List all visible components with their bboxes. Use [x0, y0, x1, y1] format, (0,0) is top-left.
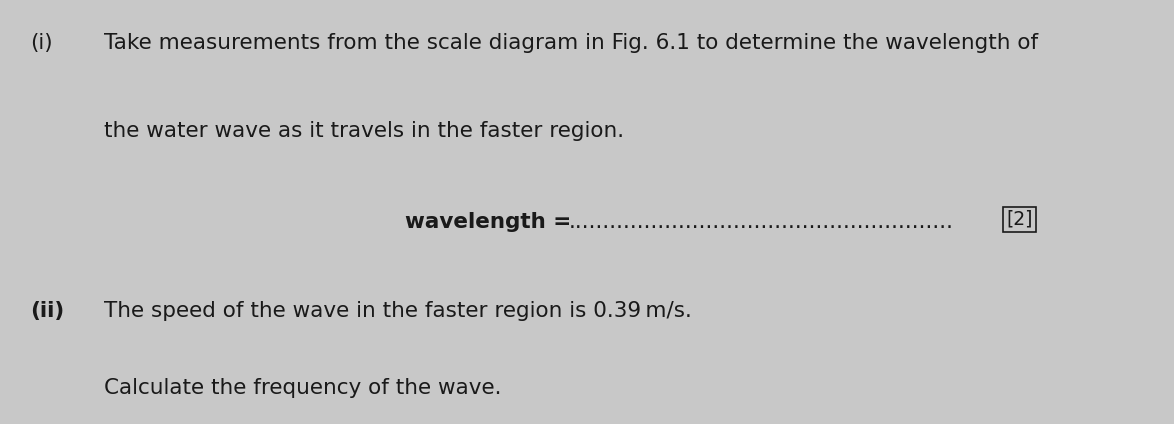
Text: Calculate the frequency of the wave.: Calculate the frequency of the wave.: [104, 378, 502, 398]
Text: [2]: [2]: [1006, 210, 1033, 229]
Text: the water wave as it travels in the faster region.: the water wave as it travels in the fast…: [104, 120, 625, 140]
Text: (ii): (ii): [31, 301, 65, 321]
Text: ........................................................: ........................................…: [568, 212, 953, 232]
Text: (i): (i): [31, 33, 53, 53]
Text: wavelength =: wavelength =: [405, 212, 579, 232]
Text: The speed of the wave in the faster region is 0.39 m/s.: The speed of the wave in the faster regi…: [104, 301, 693, 321]
Text: Take measurements from the scale diagram in Fig. 6.1 to determine the wavelength: Take measurements from the scale diagram…: [104, 33, 1039, 53]
